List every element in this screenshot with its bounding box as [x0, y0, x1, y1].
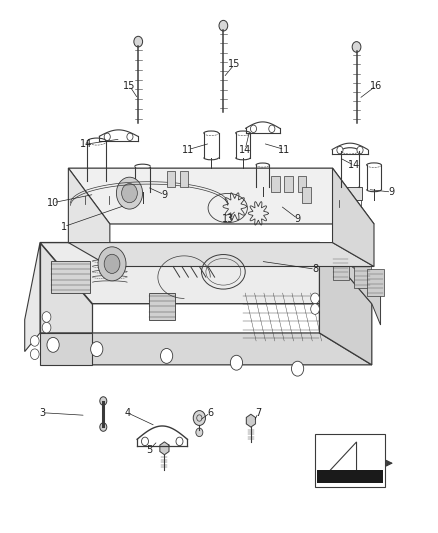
- Text: 14: 14: [348, 160, 360, 171]
- Circle shape: [251, 125, 257, 133]
- Circle shape: [42, 312, 51, 322]
- Circle shape: [219, 20, 228, 31]
- Circle shape: [196, 428, 203, 437]
- Circle shape: [269, 125, 275, 133]
- Polygon shape: [246, 414, 255, 427]
- Circle shape: [30, 336, 39, 346]
- Bar: [338, 187, 362, 200]
- Circle shape: [352, 42, 361, 52]
- Text: 11: 11: [182, 144, 194, 155]
- Polygon shape: [40, 243, 372, 304]
- Bar: [297, 176, 306, 192]
- Polygon shape: [68, 243, 374, 266]
- Text: 14: 14: [239, 144, 251, 155]
- Text: 8: 8: [312, 264, 318, 274]
- Text: 9: 9: [161, 190, 167, 200]
- Polygon shape: [40, 333, 372, 365]
- Bar: [285, 176, 293, 192]
- Circle shape: [337, 147, 343, 154]
- Bar: [332, 253, 349, 280]
- Bar: [51, 261, 90, 293]
- Circle shape: [91, 342, 103, 357]
- Bar: [367, 269, 384, 296]
- Text: 6: 6: [207, 408, 213, 418]
- Bar: [317, 470, 383, 483]
- Circle shape: [193, 410, 205, 425]
- Text: 5: 5: [146, 445, 152, 455]
- Circle shape: [100, 423, 107, 431]
- Bar: [272, 176, 280, 192]
- Text: 9: 9: [389, 187, 395, 197]
- Circle shape: [98, 247, 126, 281]
- Text: 11: 11: [279, 144, 291, 155]
- Text: 16: 16: [370, 81, 382, 91]
- Text: 9: 9: [294, 214, 300, 224]
- Polygon shape: [25, 243, 40, 352]
- Polygon shape: [319, 243, 381, 325]
- Polygon shape: [332, 168, 374, 266]
- Circle shape: [291, 361, 304, 376]
- Text: 10: 10: [47, 198, 59, 208]
- Circle shape: [256, 211, 261, 216]
- Bar: [149, 293, 175, 320]
- Circle shape: [42, 322, 51, 333]
- Bar: [166, 171, 175, 187]
- Bar: [302, 187, 311, 203]
- Polygon shape: [68, 168, 110, 245]
- Circle shape: [160, 349, 173, 364]
- Circle shape: [232, 203, 238, 210]
- Circle shape: [47, 337, 59, 352]
- Polygon shape: [40, 333, 92, 365]
- Circle shape: [311, 293, 319, 304]
- Circle shape: [122, 183, 138, 203]
- Polygon shape: [319, 243, 372, 365]
- Text: 3: 3: [39, 408, 45, 418]
- Text: 4: 4: [124, 408, 131, 418]
- Text: 15: 15: [124, 81, 136, 91]
- Bar: [315, 434, 385, 487]
- Polygon shape: [160, 442, 169, 455]
- Text: 1: 1: [61, 222, 67, 232]
- Text: 14: 14: [80, 139, 92, 149]
- Circle shape: [100, 397, 107, 405]
- Bar: [84, 181, 110, 196]
- Circle shape: [230, 356, 243, 370]
- Text: 7: 7: [255, 408, 261, 418]
- Circle shape: [134, 36, 143, 47]
- Circle shape: [127, 133, 133, 141]
- Circle shape: [176, 437, 183, 446]
- Bar: [354, 261, 371, 288]
- Circle shape: [104, 254, 120, 273]
- Circle shape: [117, 177, 143, 209]
- Circle shape: [357, 147, 363, 154]
- Bar: [180, 171, 188, 187]
- Polygon shape: [40, 243, 92, 333]
- Text: 13: 13: [222, 214, 234, 224]
- Polygon shape: [68, 168, 374, 224]
- Circle shape: [30, 349, 39, 360]
- Text: 15: 15: [228, 60, 240, 69]
- Circle shape: [104, 133, 110, 141]
- Circle shape: [141, 437, 148, 446]
- Circle shape: [311, 304, 319, 314]
